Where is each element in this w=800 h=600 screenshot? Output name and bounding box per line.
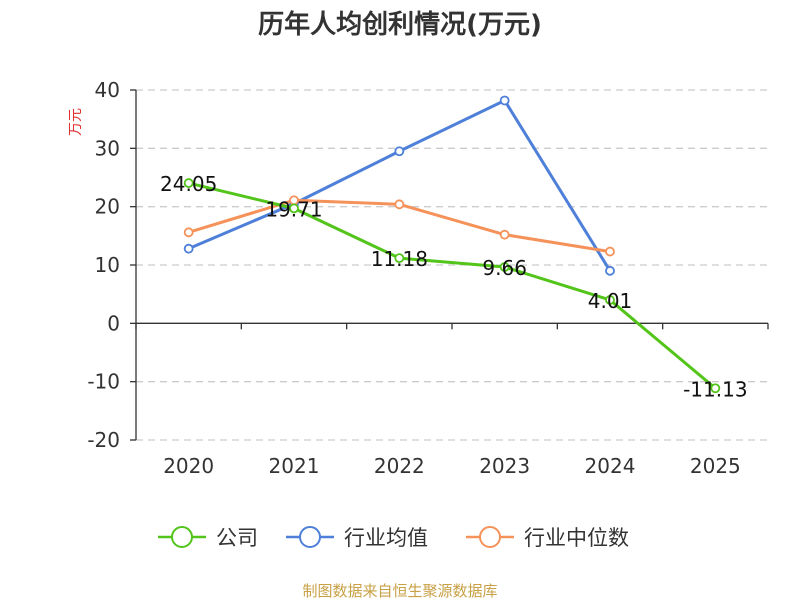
data-point (394, 253, 405, 264)
legend-marker (171, 526, 193, 548)
legend[interactable]: 公司 行业均值 行业中位数 (158, 526, 629, 550)
grid-lines (136, 89, 768, 441)
y-axis-ticks: 40 30 20 10 0 -10 -20 (87, 78, 136, 452)
legend-label: 行业中位数 (524, 526, 629, 550)
y-tick-label: 40 (95, 78, 120, 102)
y-axis-unit-label: 万元 (68, 108, 84, 136)
legend-item-2[interactable]: 行业中位数 (466, 526, 629, 550)
legend-label: 公司 (216, 526, 258, 550)
series-lines (183, 95, 721, 394)
data-point (605, 295, 615, 305)
data-point (394, 146, 405, 157)
y-tick-label: 20 (95, 195, 120, 219)
data-point (605, 265, 615, 276)
data-label: 19.71 (265, 197, 322, 221)
x-tick-label: 2021 (269, 454, 320, 478)
legend-item-0[interactable]: 公司 (158, 526, 258, 550)
data-point (183, 243, 194, 254)
y-tick-label: 10 (95, 253, 120, 277)
x-axis-ticks: 2020 2021 2022 2023 2024 2025 (135, 323, 769, 478)
data-label: 9.66 (482, 256, 527, 280)
data-label: 4.01 (588, 289, 633, 313)
data-labels: 24.05 19.71 11.18 9.66 4.01 -11.13 (160, 172, 748, 401)
y-tick-label: -10 (87, 370, 120, 394)
x-tick-label: 2025 (690, 454, 741, 478)
data-point (605, 246, 615, 257)
x-tick-label: 2022 (374, 454, 425, 478)
x-tick-label: 2024 (585, 454, 636, 478)
chart-title: 历年人均创利情况(万元) (258, 9, 542, 40)
data-label: -11.13 (683, 377, 747, 401)
series-line-1 (188, 99, 612, 272)
series-line-0 (188, 181, 717, 390)
legend-marker (479, 526, 501, 548)
x-tick-label: 2023 (479, 454, 530, 478)
data-label: 24.05 (160, 172, 217, 196)
data-point (394, 199, 405, 210)
y-tick-label: 30 (95, 136, 120, 160)
x-tick-label: 2020 (163, 454, 214, 478)
data-point (183, 227, 194, 238)
data-label: 11.18 (371, 247, 428, 271)
data-point (710, 383, 721, 394)
y-tick-label: -20 (87, 428, 120, 452)
data-point (183, 178, 194, 188)
data-point (499, 262, 510, 272)
legend-item-1[interactable]: 行业均值 (286, 526, 428, 550)
data-point (499, 95, 510, 106)
legend-marker (299, 526, 321, 548)
data-point (289, 203, 299, 214)
data-point (499, 229, 510, 240)
y-tick-label: 0 (107, 311, 120, 335)
legend-label: 行业均值 (344, 526, 428, 550)
source-footer: 制图数据来自恒生聚源数据库 (302, 582, 497, 600)
